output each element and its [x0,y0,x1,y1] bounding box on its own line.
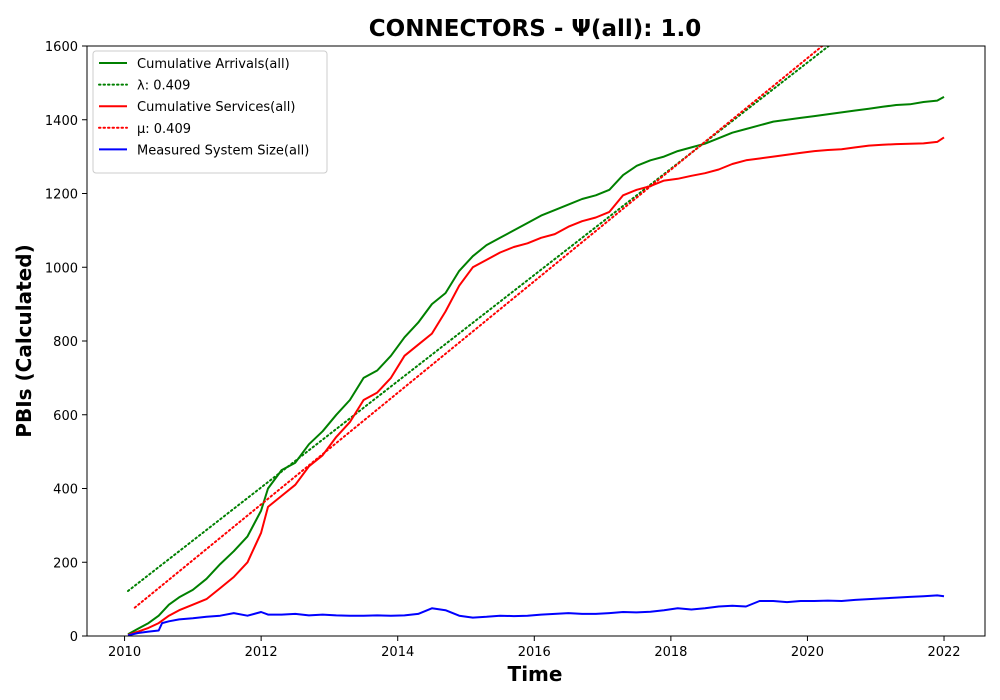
legend-label-3: μ: 0.409 [137,122,191,137]
legend: Cumulative Arrivals(all) λ: 0.409 Cumulati… [93,51,327,173]
y-tick-label-6: 1200 [45,188,78,203]
legend-label-2: Cumulative Services(all) [137,100,295,115]
x-tick-label-6: 2022 [927,645,960,660]
legend-label-0: Cumulative Arrivals(all) [137,57,290,72]
series-line-0 [128,97,944,634]
y-axis-title: PBIs (Calculated) [12,244,36,437]
series-line-2 [128,137,944,635]
chart-title: CONNECTORS - Ψ(all): 1.0 [369,16,701,42]
series-line-4 [128,595,944,635]
y-tick-label-7: 1400 [45,114,78,129]
x-axis-title: Time [508,662,563,686]
y-tick-label-0: 0 [70,630,78,645]
x-tick-label-1: 2012 [245,645,278,660]
x-tick-label-4: 2018 [654,645,687,660]
x-axis: 2010 2012 2014 2016 2018 2020 2022 [108,636,961,660]
x-tick-label-3: 2016 [518,645,551,660]
x-tick-label-0: 2010 [108,645,141,660]
legend-label-4: Measured System Size(all) [137,143,309,158]
y-tick-label-8: 1600 [45,40,78,55]
y-tick-label-2: 400 [53,483,78,498]
y-tick-label-4: 800 [53,335,78,350]
y-tick-label-3: 600 [53,409,78,424]
legend-label-1: λ: 0.409 [137,79,190,94]
y-tick-label-1: 200 [53,556,78,571]
x-tick-label-2: 2014 [381,645,414,660]
y-axis: 0 200 400 600 800 1000 1200 1400 1600 [45,40,87,645]
x-tick-label-5: 2020 [791,645,824,660]
y-tick-label-5: 1000 [45,261,78,276]
